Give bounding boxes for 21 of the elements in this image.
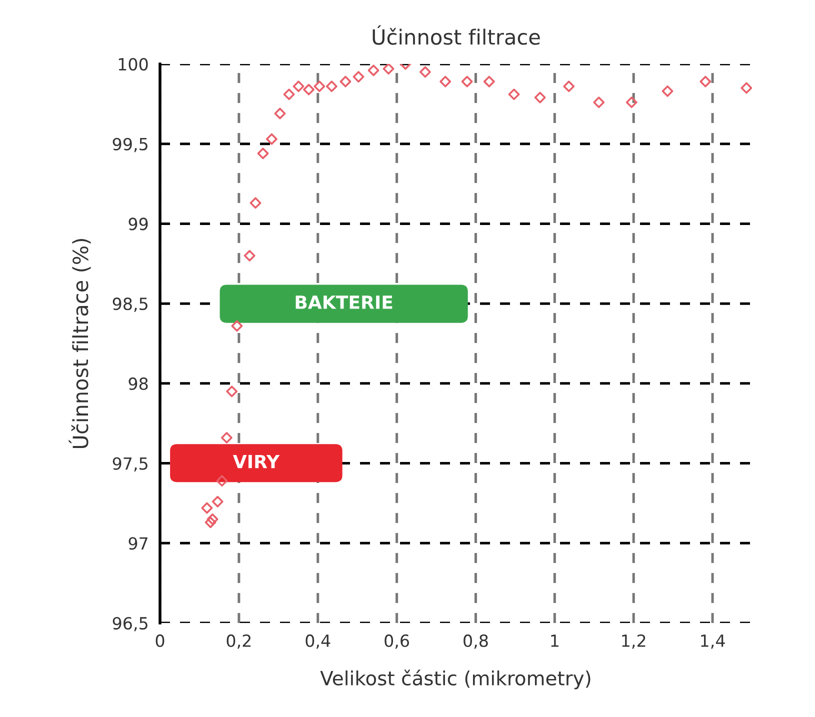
x-tick-label: 0,8 [464, 634, 488, 649]
x-tick-label: 0,4 [306, 634, 330, 649]
x-tick-label: 1 [551, 634, 558, 647]
y-tick-label: 96,5 [112, 616, 148, 632]
y-tick-label: 98 [128, 377, 148, 390]
y-tick-label: 99,5 [112, 138, 148, 152]
y-tick-label: 97,5 [112, 457, 148, 472]
annotation: VIRY [232, 454, 280, 468]
x-tick-label: 1,4 [701, 634, 725, 649]
y-axis-title: Účinnost filtrace (%) [68, 238, 91, 448]
y-tick-label: 97 [128, 537, 148, 550]
annotation: BAKTERIE [296, 296, 392, 309]
x-tick-label: 1,2 [622, 634, 646, 649]
x-tick-label: 0,2 [226, 634, 251, 649]
y-tick-label: 99 [128, 218, 148, 230]
y-tick-label: 100 [118, 58, 148, 71]
x-tick-label: 0 [156, 634, 164, 648]
y-tick-label: 98,5 [112, 298, 148, 312]
x-tick-label: 0,6 [384, 634, 410, 649]
chart-title: Účinnost filtrace [372, 25, 540, 45]
x-axis-title: Velikost částic (mikrometry) [320, 670, 590, 690]
